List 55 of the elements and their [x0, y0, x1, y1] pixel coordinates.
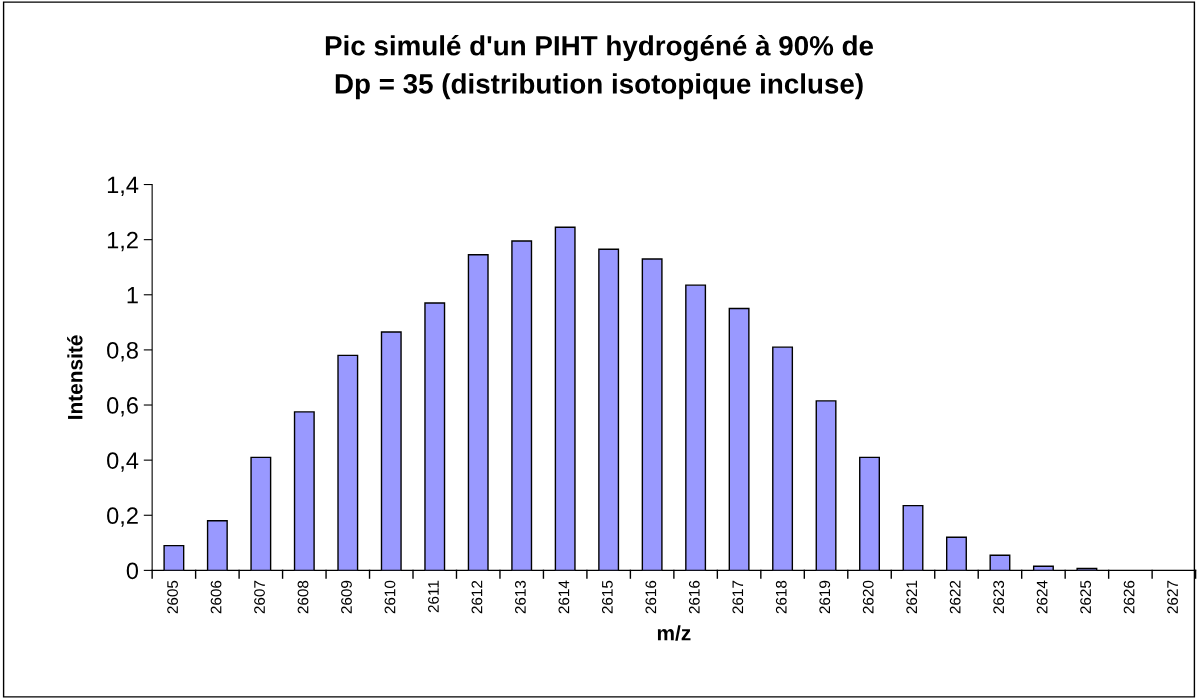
y-tick-label: 1,2	[107, 231, 138, 252]
bar	[554, 226, 576, 571]
bar	[337, 354, 359, 571]
x-tick-label: 2626	[1123, 580, 1135, 614]
bar	[685, 284, 707, 571]
x-tick-label: 2612	[471, 580, 483, 614]
x-tick-label: 2607	[254, 580, 265, 614]
bar	[946, 536, 967, 571]
x-tick-label: 2610	[384, 580, 396, 614]
x-tick-label: 2611	[428, 580, 439, 613]
bar	[598, 248, 620, 571]
x-tick-label: 2616	[688, 580, 700, 614]
bar	[511, 240, 533, 571]
bar	[424, 302, 446, 571]
bar	[206, 520, 228, 571]
y-tick-label: 0	[126, 562, 139, 580]
bar	[772, 346, 794, 571]
y-axis-title: Intensité	[67, 335, 83, 419]
bar	[250, 456, 272, 571]
x-tick-label: 2627	[1167, 580, 1178, 614]
bar	[163, 544, 185, 571]
bar	[859, 456, 881, 571]
x-tick-label: 2621	[906, 580, 918, 614]
x-tick-label: 2624	[1036, 580, 1048, 614]
bar	[902, 504, 924, 571]
x-tick-label: 2608	[297, 580, 309, 614]
x-tick-label: 2614	[558, 580, 570, 614]
x-tick-label: 2617	[732, 580, 744, 614]
y-tick-label: 0,2	[107, 507, 138, 527]
x-tick-label: 2613	[514, 580, 526, 614]
x-tick-label: 2619	[819, 580, 831, 614]
bar	[728, 307, 750, 571]
x-tick-label: 2606	[210, 580, 222, 614]
bar	[293, 411, 315, 571]
chart-title: Pic simulé d'un PIHT hydrogéné à 90% de Dp = 35 (distribution isotopique incluse)	[325, 34, 874, 100]
y-tick-label: 0,4	[107, 452, 139, 472]
x-tick-label: 2615	[601, 580, 613, 614]
bar	[467, 254, 489, 571]
y-tick-label: 0,8	[107, 341, 138, 362]
x-tick-label: 2609	[341, 580, 352, 614]
x-tick-label: 2620	[862, 580, 874, 614]
bar	[641, 258, 663, 571]
x-axis-title: m/z	[657, 625, 691, 641]
y-tick-label: 1,4	[107, 176, 139, 197]
x-tick-label: 2625	[1080, 580, 1092, 614]
bar	[989, 554, 1011, 571]
y-tick-label: 1	[127, 287, 138, 304]
x-tick-label: 2616	[645, 580, 657, 614]
y-tick-label: 0,6	[107, 397, 138, 417]
bar	[380, 331, 402, 571]
x-tick-label: 2605	[167, 580, 178, 614]
x-tick-label: 2618	[775, 580, 787, 614]
x-tick-label: 2622	[949, 580, 961, 614]
bar	[815, 400, 837, 571]
x-tick-label: 2623	[993, 580, 1005, 614]
